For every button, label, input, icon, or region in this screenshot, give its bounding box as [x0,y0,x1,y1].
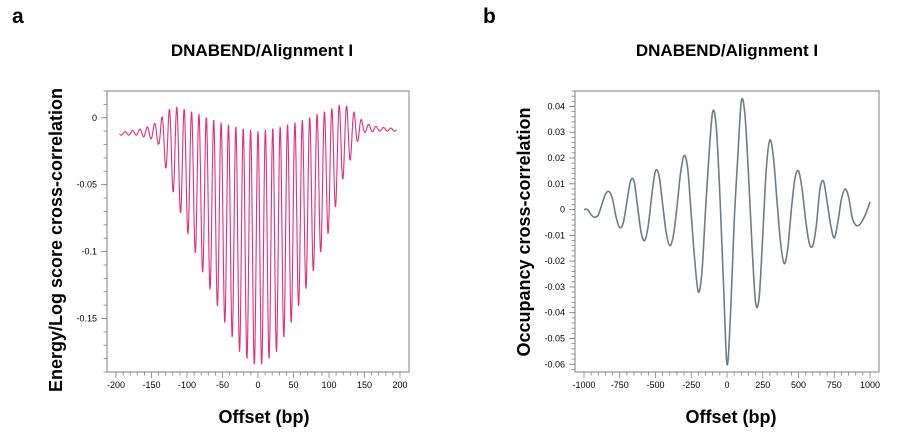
y-axis-label: Occupancy cross-correlation [514,107,534,356]
x-tick-label: 100 [321,380,336,390]
axis-ticks [569,90,871,378]
x-axis-label: Offset (bp) [686,407,777,427]
x-tick-label: 250 [755,380,770,390]
plot-frame [574,90,880,373]
y-tick-label: 0.03 [547,127,565,137]
y-axis-label: Energy/Log score cross-correlation [46,88,66,392]
y-tick-label: -0.02 [544,256,565,266]
y-tick-label: 0 [560,205,565,215]
x-tick-label: -50 [216,380,229,390]
y-tick-labels: 0 -0.05 -0.1 -0.15 [76,113,97,324]
chart-title: DNABEND/Alignment I [171,41,353,60]
x-tick-label: -200 [107,380,125,390]
x-tick-label: -1000 [572,380,595,390]
y-tick-label: 0 [92,113,97,123]
x-tick-label: 150 [357,380,372,390]
series-line-energy [119,104,397,365]
x-tick-label: 750 [827,380,842,390]
y-tick-label: -0.05 [544,333,565,343]
y-tick-label: -0.06 [544,359,565,369]
panel-letter-a: a [12,5,24,28]
x-tick-labels: -1000 -750 -500 -250 0 250 500 750 1000 [572,380,880,390]
x-tick-label: -750 [611,380,629,390]
panel-a: a DNABEND/Alignment I -200 -150 -100 -50 0 50… [12,5,410,427]
x-tick-label: 0 [255,380,260,390]
y-tick-label: 0.01 [547,179,565,189]
x-tick-label: 500 [791,380,806,390]
x-tick-label: -500 [646,380,664,390]
axis-ticks [101,90,401,378]
y-tick-label: -0.05 [76,180,97,190]
x-tick-labels: -200 -150 -100 -50 0 50 100 150 200 [107,380,408,390]
y-tick-label: -0.01 [544,230,565,240]
x-tick-label: 1000 [860,380,880,390]
x-tick-label: -150 [142,380,160,390]
y-tick-label: -0.04 [544,308,565,318]
x-tick-label: -100 [178,380,196,390]
x-axis-label: Offset (bp) [219,407,310,427]
y-tick-label: 0.04 [547,101,565,111]
panel-letter-b: b [483,5,496,28]
x-tick-label: 50 [288,380,298,390]
x-tick-label: 200 [392,380,407,390]
y-tick-label: -0.15 [76,313,97,323]
y-tick-label: -0.1 [81,247,97,257]
y-tick-labels: 0.04 0.03 0.02 0.01 0 -0.01 -0.02 -0.03 -0.04 -0.… [544,101,565,369]
y-tick-label: 0.02 [547,153,565,163]
x-tick-label: 0 [724,380,729,390]
chart-title: DNABEND/Alignment I [636,41,818,60]
panel-b: b DNABEND/Alignment I -1000 -750 -500 -250 0… [483,5,880,427]
x-tick-label: -250 [682,380,700,390]
y-tick-label: -0.03 [544,282,565,292]
series-line-occupancy [583,97,871,366]
